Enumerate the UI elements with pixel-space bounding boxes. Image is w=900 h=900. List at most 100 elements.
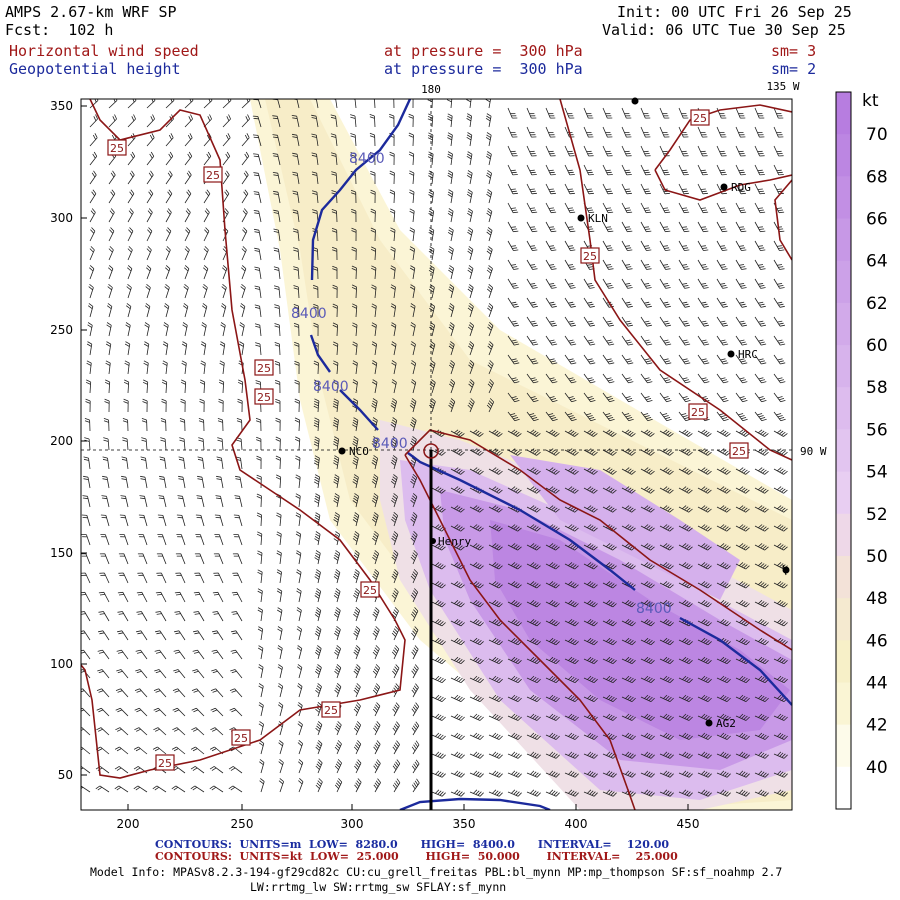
- speed-label-box: [231, 729, 251, 746]
- speed-label: 25: [257, 391, 271, 404]
- colorbar-label: 60: [866, 336, 888, 356]
- wind-speed-shading: [81, 99, 792, 810]
- height-label: 8400: [291, 306, 327, 322]
- x-tick-label: 200: [117, 817, 140, 831]
- speed-label-box: [729, 442, 749, 459]
- height-label: 8400: [372, 436, 408, 452]
- height-label: 8400: [636, 601, 672, 617]
- colorbar-swatch: [836, 598, 851, 641]
- colorbar-frame: [835, 91, 852, 810]
- field1-smoothing: sm= 3: [771, 42, 817, 60]
- colorbar-label: 52: [866, 505, 888, 525]
- speed-label-box: [254, 388, 274, 405]
- contours-speed-info: CONTOURS: UNITS=kt LOW= 25.000 HIGH= 50.…: [155, 850, 678, 863]
- colorbar-label: 64: [866, 252, 888, 272]
- colorbar-label: 56: [866, 420, 888, 440]
- station-label-hrc: HRC: [738, 348, 758, 361]
- speed-label-box: [690, 109, 710, 126]
- speed-label: 25: [324, 704, 338, 717]
- speed-label-box: [580, 247, 600, 264]
- colorbar-label: 50: [866, 547, 888, 567]
- speed-label: 25: [206, 169, 220, 182]
- y-tick-label: 50: [58, 768, 73, 782]
- speed-label-box: [688, 403, 708, 420]
- speed-label-box: [360, 581, 380, 598]
- station-dot: [430, 538, 436, 544]
- colorbar-label: 54: [866, 463, 888, 483]
- colorbar-label: 70: [866, 125, 888, 145]
- map-frame: [80, 98, 793, 811]
- speed-label: 25: [234, 732, 248, 745]
- station-label-henry: Henry: [438, 535, 471, 548]
- colorbar-swatch: [836, 387, 851, 430]
- speed-label: 25: [158, 757, 172, 770]
- colorbar-unit: kt: [862, 91, 879, 111]
- colorbar-swatch: [836, 218, 851, 262]
- axis-ticks: [81, 105, 689, 810]
- station-dot: [338, 447, 346, 455]
- model-info-line1: Model Info: MPASv8.2.3-194-gf29cd82c CU:…: [90, 865, 783, 879]
- colorbar-label: 68: [866, 167, 888, 187]
- colorbar-swatch: [836, 345, 851, 388]
- speed-label: 25: [693, 112, 707, 125]
- reference-lines: [81, 99, 792, 451]
- height-label: 8400: [313, 379, 349, 395]
- colorbar-swatch: [836, 176, 851, 220]
- init-time: Init: 00 UTC Fri 26 Sep 25: [617, 3, 852, 21]
- colorbar-swatch: [836, 302, 851, 346]
- field2-name: Geopotential height: [9, 60, 181, 78]
- field1-level: at pressure = 300 hPa: [384, 42, 583, 60]
- x-tick-label: 300: [341, 817, 364, 831]
- x-tick-label: 450: [677, 817, 700, 831]
- colorbar-label: 46: [866, 631, 888, 651]
- forecast-hour: Fcst: 102 h: [5, 21, 114, 39]
- colorbar-swatch: [836, 471, 851, 515]
- height-contours: [309, 99, 792, 810]
- speed-label-box: [155, 754, 175, 771]
- wind-speed-contours: [81, 99, 792, 810]
- colorbar-label: 48: [866, 589, 888, 609]
- y-tick-label: 250: [50, 323, 73, 337]
- colorbar-swatch: [836, 429, 851, 473]
- colorbar-label: 44: [866, 674, 888, 694]
- x-tick-label: 400: [565, 817, 588, 831]
- x-tick-label: 350: [453, 817, 476, 831]
- field2-level: at pressure = 300 hPa: [384, 60, 583, 78]
- colorbar-label: 62: [866, 294, 888, 314]
- colorbar-swatch: [836, 92, 851, 135]
- field1-name: Horizontal wind speed: [9, 42, 199, 60]
- colorbar-swatch: [836, 766, 851, 810]
- y-tick-label: 200: [50, 434, 73, 448]
- y-tick-label: 300: [50, 211, 73, 225]
- station-dot: [720, 183, 728, 191]
- station-dot: [705, 719, 713, 727]
- speed-label: 25: [110, 142, 124, 155]
- speed-label: 25: [691, 406, 705, 419]
- colorbar-swatch: [836, 555, 851, 599]
- colorbar-swatch: [836, 640, 851, 683]
- speed-label: 25: [257, 362, 271, 375]
- longitude-label-90w: 90 W: [800, 445, 827, 458]
- valid-time: Valid: 06 UTC Tue 30 Sep 25: [602, 21, 846, 39]
- colorbar-swatch: [836, 724, 851, 768]
- colorbar-label: 66: [866, 210, 888, 230]
- colorbar-label: 42: [866, 716, 888, 736]
- station-label-rdg: RDG: [731, 181, 751, 194]
- speed-label-box: [254, 359, 274, 376]
- colorbar-swatch: [836, 513, 851, 557]
- colorbar-swatch: [836, 260, 851, 304]
- station-label-nco: NCO: [349, 445, 369, 458]
- colorbar-swatch: [836, 682, 851, 726]
- speed-label-box: [107, 139, 127, 156]
- station-dot: [727, 350, 735, 358]
- station-label-ag2: AG2: [716, 717, 736, 730]
- speed-label-box: [203, 166, 223, 183]
- y-tick-label: 100: [50, 657, 73, 671]
- station-dot: [577, 214, 585, 222]
- speed-label: 25: [732, 445, 746, 458]
- speed-label: 25: [583, 250, 597, 263]
- model-info-line2: LW:rrtmg_lw SW:rrtmg_sw SFLAY:sf_mynn: [250, 880, 507, 894]
- longitude-label-135w: 135 W: [766, 80, 799, 93]
- longitude-label-180: 180: [421, 83, 441, 96]
